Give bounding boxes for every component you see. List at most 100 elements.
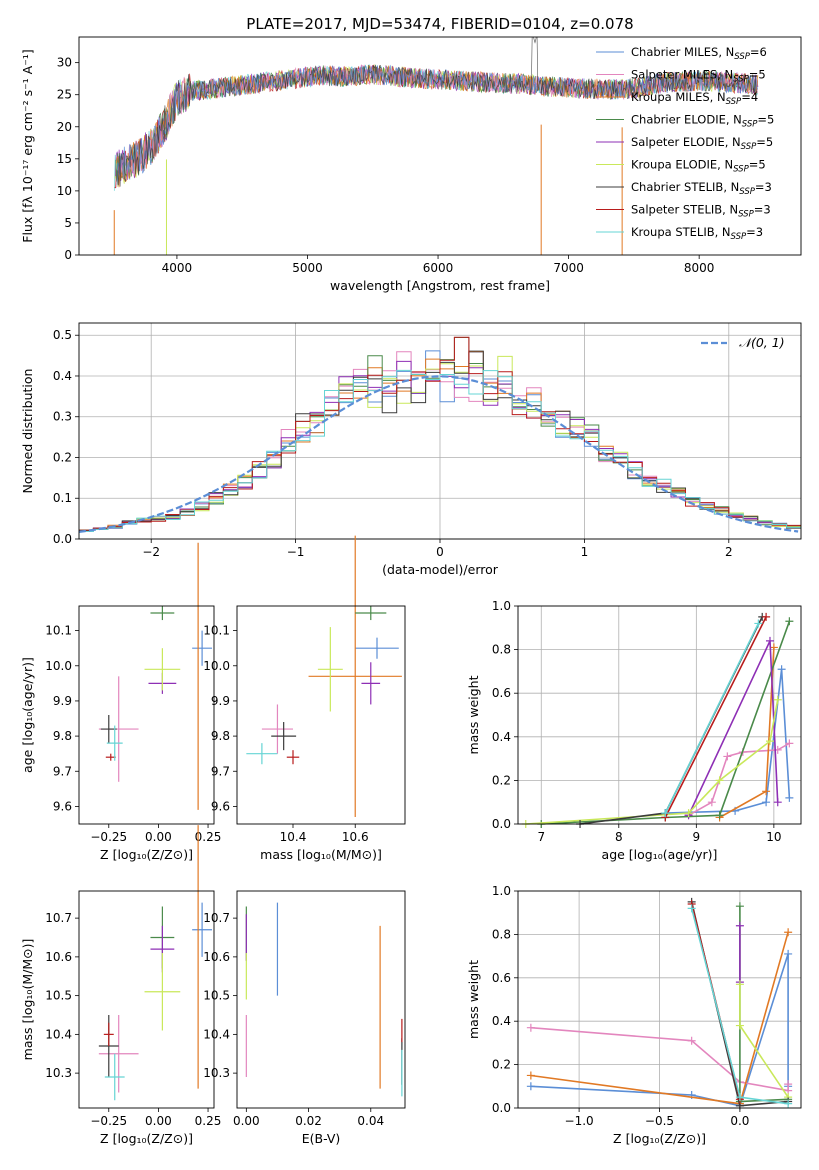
y-axis-label: mass [log₁₀(M/M⊙)] <box>20 939 35 1061</box>
weight-line <box>541 621 791 825</box>
legend-n-ssp: =5 <box>756 135 773 149</box>
legend-label: Salpeter STELIB, NSSP=3 <box>631 203 771 220</box>
y-tick-label: 10.7 <box>45 911 72 925</box>
y-tick-label: 0.0 <box>492 1101 511 1115</box>
histograms <box>79 336 801 539</box>
x-tick-label: −0.5 <box>645 1114 674 1128</box>
weight-line <box>687 640 779 816</box>
x-tick-label: 1 <box>581 545 589 559</box>
weight-series-kroupa-miles <box>715 643 778 822</box>
weight-marker <box>762 787 771 796</box>
legend-label: Kroupa STELIB, NSSP=3 <box>631 225 763 242</box>
y-tick-label: 0.0 <box>492 817 511 831</box>
legend-series-name: Salpeter ELODIE <box>631 135 725 149</box>
legend-series-name: Chabrier ELODIE <box>631 113 726 127</box>
x-axis-label: Z [log₁₀(Z/Z⊙)] <box>100 847 193 862</box>
weight-marker <box>785 617 794 626</box>
legend-n-prefix: , N <box>725 135 741 149</box>
y-tick-label: 0.2 <box>53 450 72 464</box>
errorbar-point-kroupa-elodie <box>144 953 181 1031</box>
x-axis-label: Z [log₁₀(Z/Z⊙)] <box>100 1131 193 1146</box>
legend-series-name: Kroupa MILES <box>631 90 710 104</box>
y-tick-label: 1.0 <box>492 599 511 613</box>
axes-frame <box>236 890 406 1109</box>
weight-marker <box>684 809 693 818</box>
legend-n-ssp: =3 <box>746 225 763 239</box>
legend-n-ssp: =3 <box>754 203 771 217</box>
legend-series-name: Chabrier STELIB <box>631 180 723 194</box>
legend-ssp-sub: SSP <box>739 187 755 197</box>
x-tick-label: 10.6 <box>342 830 369 844</box>
y-tick-label: 0.3 <box>53 410 72 424</box>
mass-vs-ebv-panel: 0.00 0.02 0.04 10.3 10.4 10.5 10.6 10.7 E(B-V) <box>203 890 406 1146</box>
legend-n-prefix: , N <box>726 113 742 127</box>
weight-marker <box>735 1093 744 1102</box>
weight-marker <box>762 612 771 621</box>
y-axis-label: age [log₁₀(age/yr)] <box>20 657 35 773</box>
legend-label: Kroupa ELODIE, NSSP=5 <box>631 158 766 175</box>
legend-n-prefix: , N <box>717 68 733 82</box>
x-tick-label: 7 <box>537 830 545 844</box>
y-tick-label: 10.0 <box>203 659 230 673</box>
age-vs-Z-panel: −0.25 0.00 0.25 9.6 9.7 9.8 9.9 10.0 10.1 Z [log₁… <box>20 542 222 862</box>
y-tick-label: 1.0 <box>492 884 511 898</box>
weight-line <box>664 623 760 814</box>
x-axis-label: age [log₁₀(age/yr)] <box>602 847 718 862</box>
y-tick-label: 30 <box>57 56 72 70</box>
axes-frame <box>78 605 215 825</box>
x-tick-label: 0.04 <box>357 1114 384 1128</box>
x-tick-label: 0.25 <box>195 830 222 844</box>
legend-ssp-sub: SSP <box>741 142 757 152</box>
y-axis-label: Normed distribution <box>20 369 35 494</box>
errorbar-point-kroupa-miles <box>308 535 402 817</box>
weight-line <box>664 616 767 818</box>
weight-series-chabrier-elodie <box>735 902 793 1106</box>
errorbar-point-kroupa-stelib <box>246 743 278 765</box>
x-tick-label: 10 <box>766 830 781 844</box>
y-tick-label: 9.7 <box>53 764 72 778</box>
x-tick-label: 0 <box>436 545 444 559</box>
x-axis-label: E(B-V) <box>302 1131 341 1146</box>
y-tick-label: 0.8 <box>492 643 511 657</box>
errorbar-point-salpeter-stelib <box>286 750 300 765</box>
y-tick-label: 10.4 <box>45 1027 72 1041</box>
legend-n-prefix: , N <box>717 158 733 172</box>
mass-vs-Z-panel: −0.25 0.00 0.25 10.3 10.4 10.5 10.6 10.7 Z [log₁… <box>20 825 221 1146</box>
weight-series-chabrier-stelib <box>576 612 767 828</box>
legend-label: Kroupa MILES, NSSP=4 <box>631 90 758 107</box>
legend-n-prefix: , N <box>723 180 739 194</box>
y-tick-label: 10.1 <box>45 624 72 638</box>
weight-line <box>579 616 763 825</box>
y-tick-label: 5 <box>64 216 72 230</box>
y-tick-label: 9.9 <box>53 694 72 708</box>
x-tick-label: 8 <box>615 830 623 844</box>
weight-marker <box>773 798 782 807</box>
gaussian-curve <box>79 375 799 533</box>
weight-marker <box>785 793 794 802</box>
errorbar-point-salpeter-stelib <box>105 753 116 761</box>
legend-label: Salpeter MILES, NSSP=5 <box>631 68 766 85</box>
weight-series-kroupa-stelib <box>661 619 763 818</box>
weight-marker <box>735 1021 744 1030</box>
y-tick-label: 0.1 <box>53 491 72 505</box>
axes-frame <box>78 890 215 1109</box>
spectrum-line-chabrier-miles <box>116 64 759 185</box>
weight-marker <box>735 980 744 989</box>
y-axis-label: mass weight <box>466 960 481 1039</box>
weight-marker <box>687 904 696 913</box>
errorbar-point-salpeter-miles <box>98 1015 139 1093</box>
legend-ssp-sub: SSP <box>733 75 749 85</box>
y-tick-label: 10.5 <box>45 989 72 1003</box>
errorbar-point-salpeter-elodie <box>361 662 381 705</box>
legend-series-name: Kroupa ELODIE <box>631 158 717 172</box>
weight-series-salpeter-elodie <box>684 636 782 820</box>
weight-line <box>688 742 790 816</box>
weight-marker <box>784 928 793 937</box>
x-axis-label: wavelength [Angstrom, rest frame] <box>330 278 550 293</box>
legend-n-ssp: =3 <box>755 180 772 194</box>
y-tick-label: 10.3 <box>45 1066 72 1080</box>
weight-marker <box>526 1082 535 1091</box>
errorbar-point-chabrier-miles <box>192 902 213 957</box>
errorbar-point-kroupa-stelib <box>106 725 123 761</box>
